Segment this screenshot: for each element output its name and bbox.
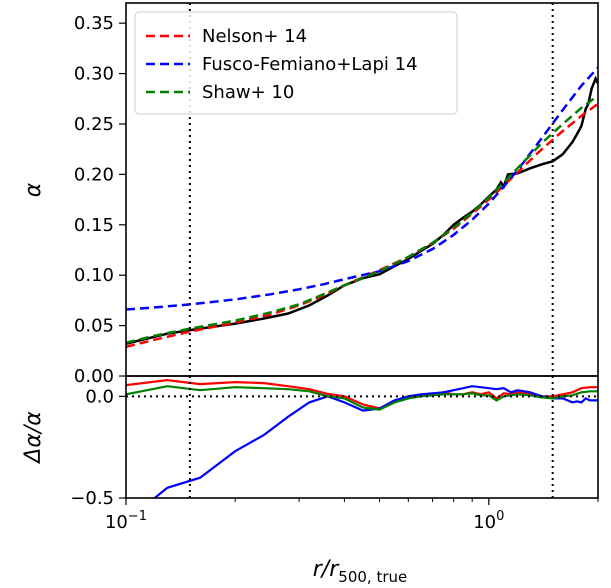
bottom-series-group — [126, 378, 598, 498]
top-y-tick-label: 0.30 — [74, 64, 114, 85]
top-y-tick-label: 0.00 — [74, 366, 114, 387]
bottom-y-axis-label: Δα/α — [21, 411, 46, 465]
legend-label-fusco: Fusco-Femiano+Lapi 14 — [202, 54, 418, 75]
x-tick-label: 100 — [473, 509, 504, 533]
bottom-axes-frame — [125, 375, 599, 499]
legend: Nelson+ 14 Fusco-Femiano+Lapi 14 Shaw+ 1… — [134, 11, 458, 115]
top-series-shaw-10 — [126, 94, 598, 344]
top-y-tick-label: 0.35 — [74, 13, 114, 34]
x-axis-label: r/r500, true — [313, 557, 407, 586]
bottom-panel: −0.5 0.0 10−1 100 Δα/α r/r500, true — [21, 375, 599, 586]
bottom-y-tick-label: 0.0 — [85, 386, 114, 407]
legend-label-nelson: Nelson+ 14 — [202, 26, 307, 47]
top-y-tick-label: 0.25 — [74, 114, 114, 135]
top-series-nelson-14 — [126, 102, 598, 349]
top-vlines — [188, 3, 554, 376]
bottom-y-tick-label: −0.5 — [70, 488, 114, 509]
legend-frame — [134, 11, 458, 115]
top-panel: 0.00 0.05 0.10 0.15 0.20 0.25 0.30 0.35 α Nelso… — [21, 2, 599, 387]
top-y-tick-label: 0.10 — [74, 265, 114, 286]
top-y-tick-label: 0.20 — [74, 164, 114, 185]
top-y-tick-label: 0.15 — [74, 215, 114, 236]
bottom-series-fusco-femiano-lapi-14 — [154, 385, 598, 498]
bottom-y-ticks: −0.5 0.0 — [70, 386, 126, 509]
top-y-axis-label: α — [21, 182, 46, 197]
bottom-x-ticks: 10−1 100 — [105, 498, 599, 533]
bottom-series-shaw-10 — [126, 385, 598, 411]
top-series-fusco-femiano-lapi-14 — [126, 66, 598, 311]
top-y-ticks: 0.00 0.05 0.10 0.15 0.20 0.25 0.30 0.35 — [74, 13, 126, 387]
x-tick-label: 10−1 — [105, 509, 147, 533]
legend-label-shaw: Shaw+ 10 — [202, 82, 294, 103]
top-series-group — [126, 66, 598, 349]
top-y-tick-label: 0.05 — [74, 316, 114, 337]
bottom-reference-lines — [126, 376, 598, 498]
